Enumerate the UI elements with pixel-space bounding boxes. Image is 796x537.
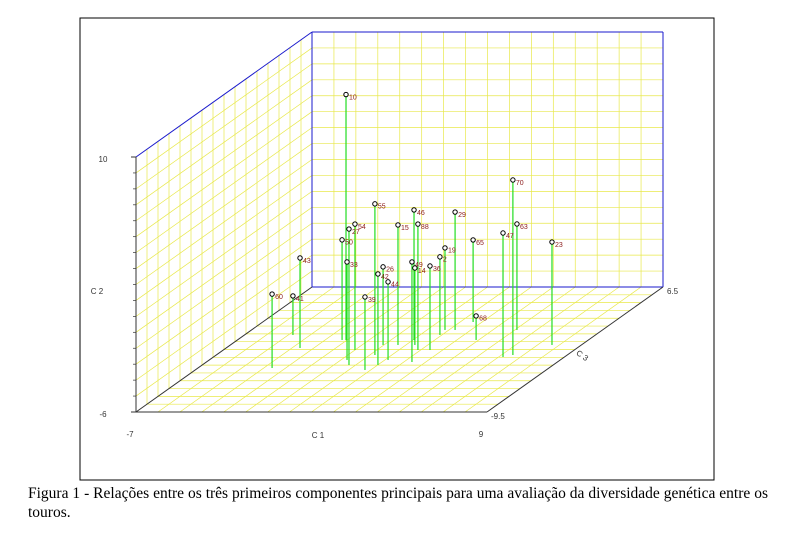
grid-pattern: [135, 143, 313, 269]
point: [549, 239, 555, 245]
point-label: 23: [555, 242, 563, 249]
point: [437, 254, 443, 260]
grid-pattern: [355, 286, 532, 413]
point: [411, 207, 417, 213]
x-axis-label: C 1: [312, 431, 325, 440]
z-axis-label: C 3: [575, 348, 591, 363]
point: [473, 313, 479, 319]
point-label: 19: [448, 248, 456, 255]
point: [380, 264, 386, 270]
point-label: 68: [479, 316, 487, 323]
point-label: 44: [391, 282, 399, 289]
point: [269, 291, 275, 297]
point: [352, 221, 358, 227]
point-label: 29: [458, 212, 466, 219]
point-label: 39: [368, 297, 376, 304]
point: [452, 209, 458, 215]
grid-line: [486, 286, 664, 413]
point: [297, 255, 303, 261]
point: [442, 245, 448, 251]
grid-pattern: [135, 47, 313, 174]
point: [415, 221, 421, 227]
point: [372, 201, 378, 207]
grid-line: [135, 31, 313, 158]
y-axis-label: C 2: [91, 287, 104, 296]
point-label: 60: [275, 294, 283, 301]
point-label: 36: [433, 266, 441, 273]
x-tick-label: 9: [479, 430, 484, 439]
grid-pattern: [377, 286, 554, 413]
grid-pattern: [135, 127, 313, 253]
point-label: 43: [303, 258, 311, 265]
point-label: 63: [520, 224, 528, 231]
y-tick-label: 10: [99, 155, 108, 164]
point-label: 33: [350, 262, 358, 269]
point-label: 15: [401, 225, 409, 232]
point: [500, 230, 506, 236]
grid-pattern: [135, 79, 313, 206]
point-label: 54: [358, 224, 366, 231]
grid-pattern: [135, 95, 313, 222]
point-label: 47: [506, 233, 514, 240]
grid-pattern: [333, 286, 510, 413]
point-label: 88: [421, 224, 429, 231]
y-tick-label: -6: [99, 410, 107, 419]
caption: Figura 1 - Relações entre os três primei…: [28, 485, 768, 521]
marks: -7 9 -6 10 -9.5 6.5 10 70 63 47 23 65 29 68 43 60 41 55 46…: [99, 91, 679, 439]
grid-pattern: [399, 286, 576, 413]
point: [395, 222, 401, 228]
point-label: 46: [417, 210, 425, 217]
grid-pattern: [135, 63, 313, 190]
grid-pattern: [420, 286, 598, 413]
point: [409, 259, 415, 265]
point-label: 14: [418, 268, 426, 275]
point-label: 55: [378, 204, 386, 211]
point-label: 26: [386, 267, 394, 274]
grid-pattern: [464, 286, 642, 413]
point-label: 65: [476, 240, 484, 247]
point-label: 2: [443, 257, 447, 264]
point: [346, 226, 352, 232]
point: [362, 294, 368, 300]
point-label: 10: [349, 94, 357, 101]
point-label: 42: [381, 274, 389, 281]
grid-line: [135, 286, 313, 413]
z-tick-label: -9.5: [491, 412, 505, 421]
point: [470, 237, 476, 243]
point-label: 41: [296, 296, 304, 303]
point-label: 49: [415, 262, 423, 269]
point: [510, 177, 516, 183]
point: [375, 271, 381, 277]
point-label: 50: [345, 240, 353, 247]
point: [344, 259, 350, 265]
point-label: 70: [516, 180, 524, 187]
z-tick-label: 6.5: [667, 287, 679, 296]
point: [385, 279, 391, 285]
point: [427, 263, 433, 269]
grid-pattern: [442, 286, 620, 413]
frame: [79, 17, 715, 481]
point: [514, 221, 520, 227]
point: [412, 265, 418, 271]
point: [339, 237, 345, 243]
grid-pattern: [135, 111, 313, 237]
x-tick-label: -7: [126, 430, 134, 439]
point: [290, 293, 296, 299]
chart: -7 9 -6 10 -9.5 6.5 10 70 63 47 23 65 29 68 43 60 41 55 46…: [79, 17, 715, 481]
point: [343, 91, 349, 98]
point-label: 27: [352, 229, 360, 236]
